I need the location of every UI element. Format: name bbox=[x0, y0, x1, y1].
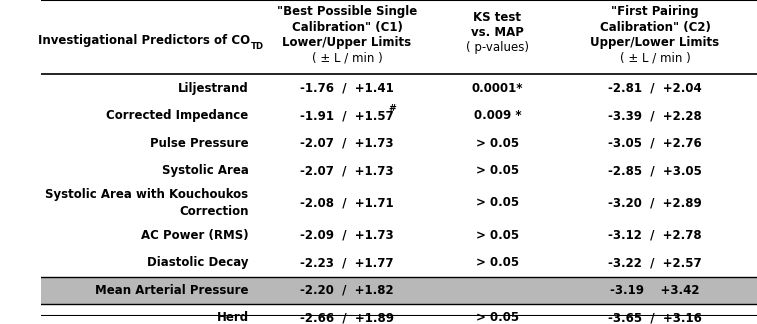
Text: 0.009 *: 0.009 * bbox=[474, 109, 522, 122]
Text: Herd: Herd bbox=[217, 311, 248, 324]
Text: ( p-values): ( p-values) bbox=[466, 41, 529, 54]
Text: "First Pairing: "First Pairing bbox=[611, 5, 699, 18]
Text: Diastolic Decay: Diastolic Decay bbox=[147, 256, 248, 269]
Text: -3.19    +3.42: -3.19 +3.42 bbox=[610, 284, 699, 297]
Text: -2.20  /  +1.82: -2.20 / +1.82 bbox=[301, 284, 394, 297]
Text: -2.09  /  +1.73: -2.09 / +1.73 bbox=[301, 229, 394, 242]
Text: Calibration" (C1): Calibration" (C1) bbox=[291, 21, 403, 34]
Text: AC Power (RMS): AC Power (RMS) bbox=[141, 229, 248, 242]
Text: -1.76  /  +1.41: -1.76 / +1.41 bbox=[300, 82, 394, 95]
Text: > 0.05: > 0.05 bbox=[476, 311, 519, 324]
Text: Liljestrand: Liljestrand bbox=[178, 82, 248, 95]
Text: -2.85  /  +3.05: -2.85 / +3.05 bbox=[608, 164, 702, 177]
Text: Systolic Area: Systolic Area bbox=[162, 164, 248, 177]
Text: > 0.05: > 0.05 bbox=[476, 164, 519, 177]
Text: Upper/Lower Limits: Upper/Lower Limits bbox=[590, 36, 719, 49]
Text: Investigational Predictors of CO: Investigational Predictors of CO bbox=[38, 34, 250, 47]
Text: Correction: Correction bbox=[179, 205, 248, 218]
Text: -3.05  /  +2.76: -3.05 / +2.76 bbox=[608, 136, 702, 150]
Text: Calibration" (C2): Calibration" (C2) bbox=[600, 21, 710, 34]
Text: Pulse Pressure: Pulse Pressure bbox=[150, 136, 248, 150]
Text: ( ± L / min ): ( ± L / min ) bbox=[312, 52, 382, 64]
Text: -3.22  /  +2.57: -3.22 / +2.57 bbox=[608, 256, 702, 269]
Text: -2.07  /  +1.73: -2.07 / +1.73 bbox=[301, 164, 394, 177]
Text: 0.0001*: 0.0001* bbox=[472, 82, 523, 95]
Text: > 0.05: > 0.05 bbox=[476, 256, 519, 269]
Text: -3.65  /  +3.16: -3.65 / +3.16 bbox=[608, 311, 702, 324]
Text: vs. MAP: vs. MAP bbox=[471, 26, 524, 39]
Text: #: # bbox=[388, 104, 396, 113]
Text: -2.23  /  +1.77: -2.23 / +1.77 bbox=[301, 256, 394, 269]
Text: -2.81  /  +2.04: -2.81 / +2.04 bbox=[608, 82, 702, 95]
Text: KS test: KS test bbox=[473, 10, 522, 24]
Text: -2.08  /  +1.71: -2.08 / +1.71 bbox=[301, 196, 394, 209]
Text: Systolic Area with Kouchoukos: Systolic Area with Kouchoukos bbox=[45, 188, 248, 201]
Text: TD: TD bbox=[251, 42, 264, 51]
Text: -1.91  /  +1.57: -1.91 / +1.57 bbox=[300, 109, 394, 122]
Text: > 0.05: > 0.05 bbox=[476, 196, 519, 209]
Text: Corrected Impedance: Corrected Impedance bbox=[106, 109, 248, 122]
Text: ( ± L / min ): ( ± L / min ) bbox=[619, 52, 690, 64]
Text: -2.07  /  +1.73: -2.07 / +1.73 bbox=[301, 136, 394, 150]
Text: -3.12  /  +2.78: -3.12 / +2.78 bbox=[608, 229, 702, 242]
Text: Mean Arterial Pressure: Mean Arterial Pressure bbox=[95, 284, 248, 297]
Text: -3.20  /  +2.89: -3.20 / +2.89 bbox=[608, 196, 702, 209]
Text: > 0.05: > 0.05 bbox=[476, 229, 519, 242]
Text: "Best Possible Single: "Best Possible Single bbox=[277, 5, 417, 18]
Text: > 0.05: > 0.05 bbox=[476, 136, 519, 150]
Text: -2.66  /  +1.89: -2.66 / +1.89 bbox=[300, 311, 394, 324]
Text: Lower/Upper Limits: Lower/Upper Limits bbox=[282, 36, 412, 49]
Bar bbox=[41, 277, 757, 304]
Text: -3.39  /  +2.28: -3.39 / +2.28 bbox=[608, 109, 702, 122]
